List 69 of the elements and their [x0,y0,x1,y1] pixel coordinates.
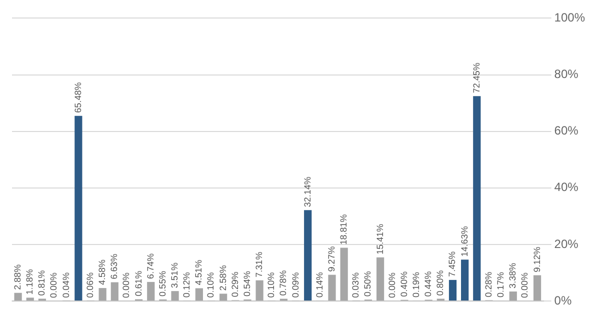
y-tick-label: 40% [554,180,579,194]
data-label: 0.17% [496,272,506,298]
data-label: 0.81% [36,270,47,296]
data-label: 0.61% [133,270,144,296]
bar [74,116,82,300]
data-label: 0.00% [48,272,59,298]
bar [195,288,203,300]
data-label: 0.04% [60,272,71,298]
data-label: 2.58% [218,265,228,291]
bar [509,291,517,300]
data-label: 2.88% [12,264,23,290]
data-label: 0.55% [157,270,168,296]
data-label: 0.12% [182,272,192,298]
bar [256,280,264,300]
data-label: 0.10% [266,272,276,298]
data-label: 0.09% [290,272,300,298]
data-label: 3.38% [508,262,518,288]
bar [461,260,469,300]
y-tick-label: 60% [554,124,579,138]
bar [340,248,348,300]
bar [26,298,34,300]
bar [220,294,228,300]
bar [98,288,106,300]
data-label: 4.51% [194,260,204,286]
data-label: 0.50% [362,271,373,297]
y-tick-label: 80% [554,67,579,82]
y-tick-label: 100% [554,10,586,25]
data-label: 9.27% [326,246,336,272]
data-label: 0.78% [278,270,288,296]
bar [304,210,312,300]
data-label: 0.19% [411,272,422,298]
data-label: 0.28% [483,272,494,298]
data-label: 4.58% [97,260,108,286]
data-label: 0.03% [350,272,361,298]
data-label: 32.14% [302,176,312,208]
data-label: 0.54% [242,270,252,296]
data-label: 15.41% [374,224,385,254]
data-label: 65.48% [72,82,83,113]
data-label: 0.00% [121,272,132,298]
y-tick-label: 0% [554,293,572,308]
bar [14,292,22,300]
data-label: 0.29% [230,272,240,298]
bar [171,291,179,300]
bar [473,96,481,300]
data-label: 0.00% [386,272,397,298]
data-label: 0.80% [435,270,446,296]
data-label: 3.51% [170,262,180,288]
bar [147,282,155,300]
data-label: 7.31% [254,252,264,278]
data-label: 14.63% [459,226,470,257]
data-label: 6.74% [145,253,156,279]
data-label: 0.44% [423,271,434,297]
y-tick-label: 20% [554,236,579,251]
data-label: 0.40% [398,271,409,297]
bar [110,282,118,300]
data-label: 6.63% [109,254,120,280]
data-label: 0.14% [314,272,324,298]
bar [376,257,384,300]
bar [533,275,542,300]
data-label: 1.18% [24,269,35,295]
data-label: 18.81% [338,214,349,245]
data-label: 0.00% [520,272,530,298]
data-label: 9.12% [532,246,542,272]
data-label: 0.10% [206,272,216,298]
data-label: 72.45% [471,62,482,94]
bar [448,280,457,300]
bar [328,274,336,300]
data-label: 0.06% [84,272,95,298]
data-label: 7.45% [447,251,458,277]
